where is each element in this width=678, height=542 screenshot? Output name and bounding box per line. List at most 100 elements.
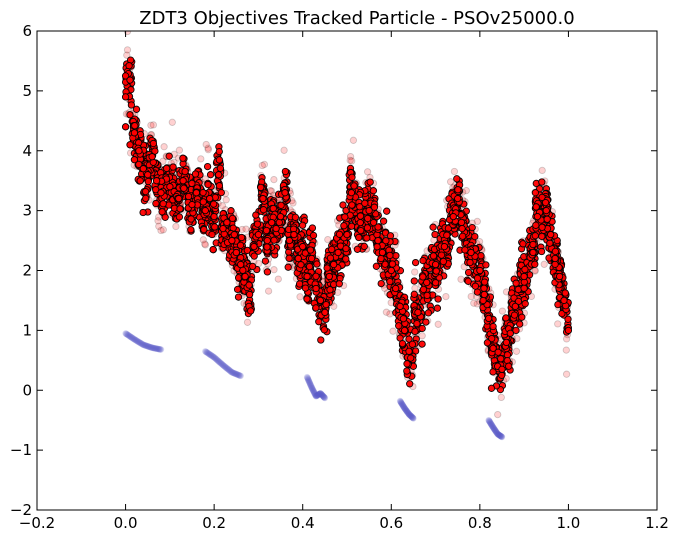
particle-point-faint bbox=[562, 346, 570, 354]
particle-point bbox=[423, 291, 431, 300]
particle-point bbox=[529, 240, 537, 249]
particle-point bbox=[457, 218, 466, 227]
pareto-point bbox=[216, 358, 223, 365]
pareto-point bbox=[490, 425, 497, 432]
particle-point bbox=[165, 152, 173, 160]
pareto-point bbox=[127, 333, 134, 340]
particle-point bbox=[498, 371, 506, 379]
pareto-point bbox=[213, 356, 220, 363]
pareto-point bbox=[138, 340, 145, 347]
pareto-point bbox=[205, 350, 213, 358]
pareto-point bbox=[494, 430, 501, 437]
particle-point bbox=[506, 329, 514, 337]
pareto-point bbox=[212, 355, 219, 362]
particle-point bbox=[392, 252, 400, 260]
particle-point-faint bbox=[562, 335, 571, 343]
pareto-point bbox=[491, 427, 499, 434]
particle-point bbox=[162, 164, 171, 173]
pareto-point bbox=[124, 331, 132, 339]
particle-point bbox=[521, 300, 529, 308]
x-tick-label: 0.0 bbox=[114, 514, 138, 532]
particle-point bbox=[458, 224, 466, 233]
particle-point bbox=[259, 194, 267, 203]
particle-point bbox=[200, 225, 208, 234]
particle-point bbox=[159, 200, 167, 208]
pareto-point bbox=[152, 345, 159, 352]
pareto-point bbox=[309, 385, 316, 392]
particle-point bbox=[520, 284, 528, 292]
pareto-point bbox=[487, 420, 495, 427]
particle-point bbox=[284, 263, 292, 271]
particle-point-faint bbox=[159, 157, 167, 165]
particle-point bbox=[299, 242, 307, 251]
particle-point bbox=[297, 261, 305, 269]
pareto-point bbox=[406, 411, 413, 418]
particle-point bbox=[179, 177, 187, 185]
pareto-point bbox=[308, 384, 316, 392]
particle-point bbox=[505, 362, 513, 370]
particle-point bbox=[373, 243, 381, 251]
pareto-point bbox=[493, 428, 500, 436]
particle-point bbox=[343, 230, 351, 239]
pareto-point bbox=[310, 387, 317, 394]
pareto-point bbox=[403, 407, 410, 414]
pareto-point bbox=[397, 398, 404, 406]
pareto-point bbox=[135, 338, 143, 346]
pareto-point bbox=[131, 336, 139, 343]
pareto-point bbox=[405, 410, 412, 417]
chart-title: ZDT3 Objectives Tracked Particle - PSOv2… bbox=[139, 8, 574, 29]
particle-point bbox=[285, 236, 294, 245]
particle-point bbox=[335, 230, 344, 238]
pareto-point bbox=[125, 332, 132, 339]
pareto-point bbox=[319, 392, 327, 400]
pareto-point bbox=[313, 392, 320, 400]
pareto-point bbox=[316, 390, 323, 397]
particle-point bbox=[395, 322, 403, 330]
pareto-point bbox=[207, 352, 215, 359]
pareto-point bbox=[135, 338, 142, 345]
pareto-point bbox=[309, 386, 316, 393]
particle-point bbox=[188, 179, 196, 188]
particle-point bbox=[306, 246, 315, 254]
pareto-point bbox=[489, 423, 496, 430]
pareto-point bbox=[317, 390, 325, 398]
pareto-point bbox=[313, 392, 320, 399]
particle-point bbox=[204, 180, 212, 189]
pareto-point bbox=[130, 335, 137, 343]
pareto-point bbox=[398, 400, 406, 408]
particle-point bbox=[363, 234, 371, 242]
particle-point bbox=[201, 206, 209, 215]
pareto-point bbox=[222, 364, 229, 371]
particle-point bbox=[169, 163, 177, 171]
particle-point bbox=[543, 215, 551, 223]
pareto-point bbox=[229, 369, 237, 376]
particle-point bbox=[510, 311, 519, 319]
pareto-point bbox=[491, 426, 498, 433]
particle-point-faint bbox=[258, 161, 266, 170]
pareto-point bbox=[494, 430, 501, 438]
particle-point bbox=[121, 123, 130, 131]
pareto-point bbox=[318, 391, 325, 398]
particle-point bbox=[347, 189, 356, 197]
pareto-point bbox=[492, 428, 500, 435]
particle-point bbox=[250, 242, 258, 251]
pareto-point bbox=[320, 393, 327, 400]
particle-point bbox=[206, 194, 214, 203]
pareto-point bbox=[236, 372, 244, 379]
particle-point bbox=[431, 230, 439, 239]
pareto-point bbox=[224, 365, 231, 372]
pareto-point bbox=[148, 344, 155, 351]
particle-point bbox=[152, 177, 161, 185]
particle-point-faint bbox=[389, 327, 397, 335]
particle-point bbox=[285, 254, 293, 262]
particle-point bbox=[461, 246, 469, 254]
pareto-point bbox=[315, 391, 322, 398]
pareto-point bbox=[133, 337, 140, 344]
pareto-point bbox=[141, 342, 148, 349]
pareto-point bbox=[138, 340, 146, 348]
particle-point bbox=[431, 279, 440, 287]
particle-point bbox=[483, 339, 492, 347]
pareto-point bbox=[319, 392, 326, 399]
particle-point-faint bbox=[159, 226, 167, 234]
particle-point bbox=[533, 212, 542, 221]
